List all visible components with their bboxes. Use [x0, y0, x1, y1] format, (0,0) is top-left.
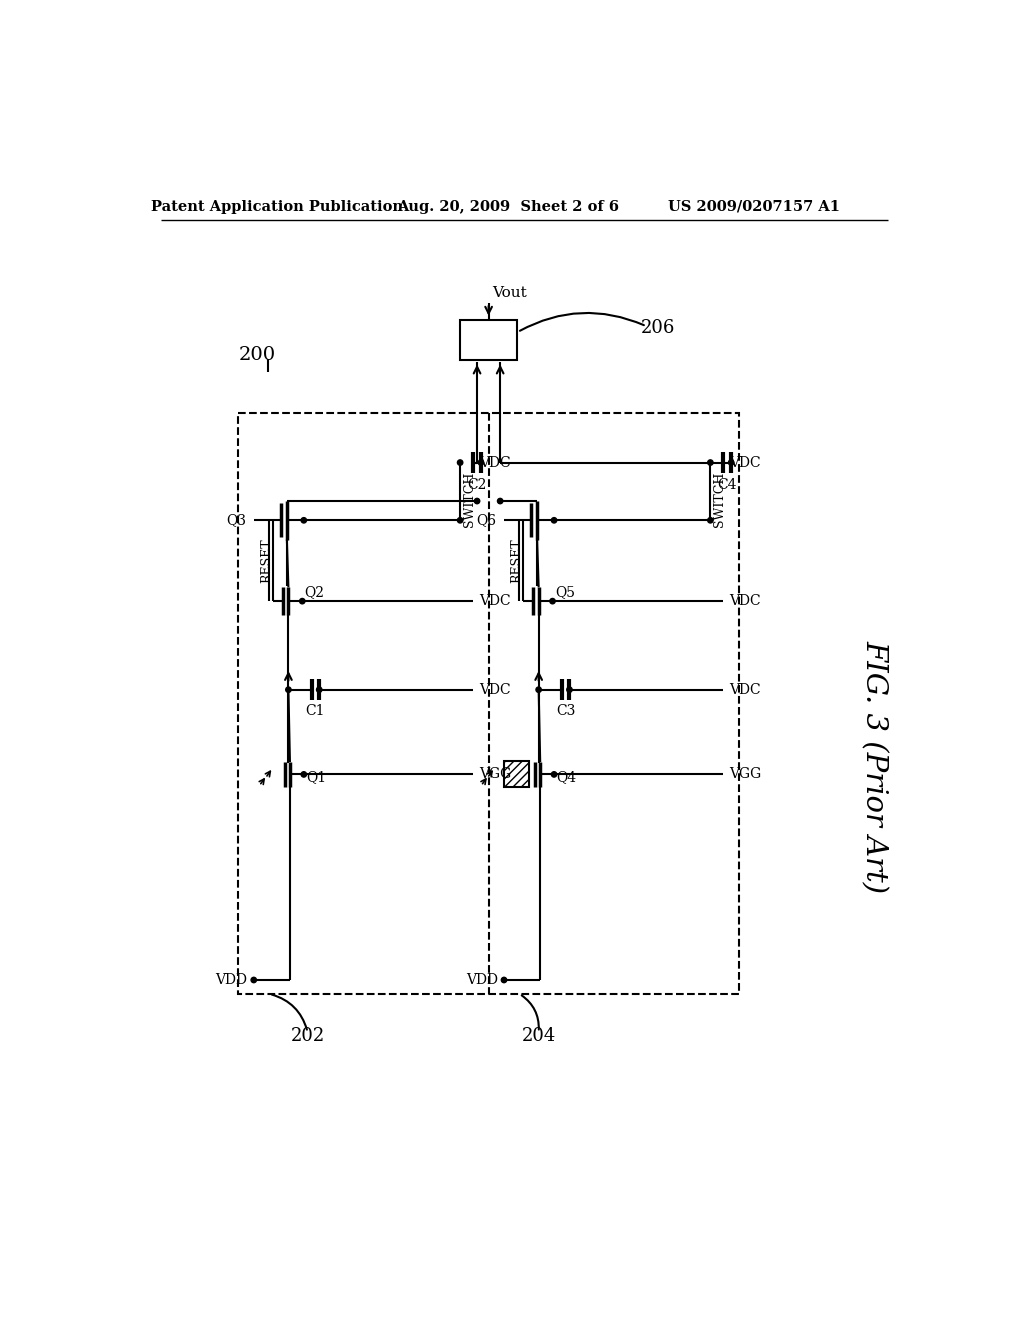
Text: Vout: Vout: [493, 286, 527, 300]
Text: VDC: VDC: [730, 455, 761, 470]
Text: C2: C2: [467, 478, 486, 492]
Text: VDC: VDC: [479, 594, 511, 609]
Bar: [504, 762, 528, 788]
Circle shape: [502, 977, 507, 982]
Text: VGG: VGG: [479, 767, 512, 781]
Circle shape: [251, 977, 256, 982]
Text: VGG: VGG: [730, 767, 762, 781]
Text: 206: 206: [641, 319, 675, 337]
Circle shape: [458, 459, 463, 465]
Text: C3: C3: [556, 704, 575, 718]
Text: VDC: VDC: [479, 682, 511, 697]
Text: VDD: VDD: [466, 973, 498, 987]
Text: VDC: VDC: [479, 455, 511, 470]
Text: C4: C4: [718, 478, 737, 492]
Circle shape: [708, 517, 713, 523]
Text: RESET: RESET: [260, 539, 273, 583]
Circle shape: [300, 598, 305, 603]
Circle shape: [301, 772, 306, 777]
Text: Aug. 20, 2009  Sheet 2 of 6: Aug. 20, 2009 Sheet 2 of 6: [397, 199, 618, 214]
FancyArrowPatch shape: [520, 313, 644, 331]
Text: Q5: Q5: [555, 585, 574, 599]
Text: C1: C1: [305, 704, 325, 718]
Text: Q3: Q3: [226, 513, 246, 527]
Text: FIG. 3 (Prior Art): FIG. 3 (Prior Art): [859, 640, 888, 894]
Circle shape: [708, 459, 713, 465]
Text: VDC: VDC: [730, 594, 761, 609]
Circle shape: [551, 772, 557, 777]
Text: 202: 202: [291, 1027, 325, 1045]
Text: Q6: Q6: [476, 513, 497, 527]
Text: US 2009/0207157 A1: US 2009/0207157 A1: [669, 199, 841, 214]
Circle shape: [458, 517, 463, 523]
Circle shape: [498, 499, 503, 504]
FancyArrowPatch shape: [521, 995, 539, 1030]
Circle shape: [536, 686, 542, 693]
Circle shape: [286, 686, 291, 693]
FancyArrowPatch shape: [271, 994, 307, 1030]
Text: 200: 200: [239, 346, 276, 364]
Circle shape: [474, 499, 480, 504]
Bar: [460, 321, 517, 360]
Circle shape: [316, 686, 322, 693]
Circle shape: [478, 459, 483, 465]
Text: Q4: Q4: [556, 770, 577, 784]
Circle shape: [550, 598, 555, 603]
Circle shape: [301, 517, 306, 523]
Text: Patent Application Publication: Patent Application Publication: [151, 199, 402, 214]
Bar: [239, 412, 739, 994]
Text: VDD: VDD: [216, 973, 248, 987]
Circle shape: [728, 459, 734, 465]
Circle shape: [551, 517, 557, 523]
Text: SWITCH: SWITCH: [463, 471, 476, 527]
Text: Q1: Q1: [306, 770, 327, 784]
Text: Q2: Q2: [304, 585, 325, 599]
Text: 204: 204: [521, 1027, 556, 1045]
Text: RESET: RESET: [511, 539, 523, 583]
Circle shape: [566, 686, 572, 693]
Text: SWITCH: SWITCH: [713, 471, 726, 527]
Text: VDC: VDC: [730, 682, 761, 697]
